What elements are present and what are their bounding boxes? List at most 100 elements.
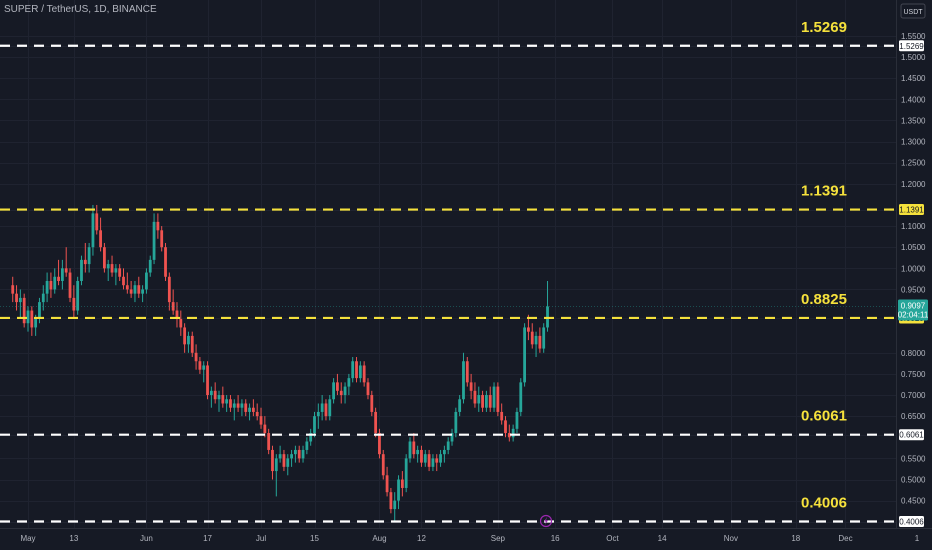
- candle-body: [385, 475, 389, 493]
- candle-body: [221, 395, 225, 404]
- candle-body: [412, 441, 416, 455]
- candle: [95, 204, 99, 235]
- candle-body: [38, 302, 41, 320]
- candle: [435, 454, 439, 472]
- candle: [41, 285, 45, 311]
- candle-body: [229, 399, 232, 408]
- candle-body: [511, 428, 515, 438]
- candle-body: [397, 479, 400, 501]
- candle: [534, 331, 538, 358]
- lightning-icon[interactable]: [539, 514, 553, 528]
- candle-body: [519, 382, 523, 412]
- candle-body: [282, 454, 286, 467]
- price-tick-label: 1.5500: [901, 32, 926, 41]
- candle-body: [485, 395, 488, 408]
- candle: [103, 242, 106, 273]
- price-axis[interactable]: 0.4500 0.5000 0.5500 0.6500 0.7000 0.7500 0.80…: [901, 32, 926, 506]
- candle: [488, 386, 492, 412]
- candle-body: [313, 416, 316, 434]
- candle-body: [133, 285, 137, 294]
- price-tick-label: 0.9500: [901, 285, 926, 294]
- time-tick-label: Jul: [256, 534, 266, 543]
- candle: [64, 247, 68, 277]
- candle-body: [106, 264, 110, 269]
- candle-body: [198, 361, 202, 370]
- candle: [68, 268, 72, 303]
- candle-body: [183, 327, 187, 345]
- candle-body: [465, 361, 469, 383]
- candle: [301, 445, 305, 463]
- candle-body: [332, 382, 335, 400]
- candle-body: [206, 365, 209, 396]
- candle-body: [72, 297, 76, 311]
- candle: [225, 395, 229, 412]
- candle: [206, 361, 209, 400]
- candle: [412, 433, 416, 459]
- candle-body: [408, 441, 412, 459]
- level-price-tag-text: 1.1391: [899, 206, 924, 215]
- candle-body: [294, 449, 297, 455]
- candle-body: [83, 259, 87, 265]
- candle: [286, 454, 290, 476]
- candle-body: [462, 361, 465, 400]
- candle: [125, 272, 129, 294]
- candle: [473, 382, 477, 408]
- candle: [106, 259, 110, 281]
- candle: [477, 386, 481, 412]
- candle-body: [458, 399, 462, 412]
- candle-body: [439, 454, 442, 463]
- candle-body: [488, 395, 492, 408]
- candle-body: [209, 390, 213, 396]
- price-tick-label: 0.5500: [901, 454, 926, 463]
- candle-body: [328, 399, 332, 417]
- candle: [358, 361, 362, 383]
- candle: [431, 454, 435, 472]
- candle: [167, 272, 171, 311]
- candle: [305, 437, 309, 455]
- candle-body: [141, 289, 144, 294]
- candle-body: [164, 247, 167, 277]
- candle: [355, 357, 358, 383]
- candle: [190, 331, 194, 358]
- candle-body: [274, 458, 278, 472]
- bar-countdown: 02:04:11: [898, 310, 929, 319]
- candle-body: [267, 433, 271, 450]
- currency-button[interactable]: USDT: [900, 3, 926, 19]
- candle-body: [355, 361, 358, 379]
- price-tick-label: 1.4500: [901, 74, 926, 83]
- symbol-title: SUPER / TetherUS, 1D, BINANCE: [4, 4, 157, 15]
- candle: [454, 407, 458, 438]
- time-tick-label: Aug: [372, 534, 386, 543]
- level-label: 1.5269: [801, 19, 847, 36]
- candle-body: [129, 289, 133, 294]
- time-axis[interactable]: May 13 Jun 17 Jul 15 Aug 12 Sep 16 Oct 14 Nov 18 Dec 1: [20, 534, 919, 543]
- candle: [194, 344, 198, 370]
- price-tick-label: 1.3000: [901, 138, 926, 147]
- price-tick-label: 1.1000: [901, 222, 926, 231]
- candle-body: [103, 247, 106, 269]
- candle: [278, 445, 282, 463]
- candle-body: [504, 420, 507, 434]
- candle-body: [378, 433, 381, 455]
- candle-body: [301, 449, 305, 459]
- candle: [404, 454, 408, 493]
- price-tick-label: 1.0500: [901, 243, 926, 252]
- candle-body: [95, 213, 99, 231]
- candle: [366, 378, 370, 400]
- candle: [137, 276, 141, 298]
- candle-body: [137, 285, 141, 294]
- candle: [156, 213, 160, 239]
- candle: [171, 289, 175, 315]
- candle: [332, 378, 335, 404]
- candle: [381, 449, 385, 480]
- candle: [416, 445, 420, 463]
- candle-body: [125, 285, 129, 290]
- price-tick-label: 0.7500: [901, 370, 926, 379]
- candle: [343, 382, 347, 404]
- time-tick-label: Oct: [606, 534, 619, 543]
- candle-body: [427, 454, 431, 467]
- level-label: 0.4006: [801, 495, 847, 512]
- candle: [439, 449, 442, 467]
- candle: [22, 293, 26, 328]
